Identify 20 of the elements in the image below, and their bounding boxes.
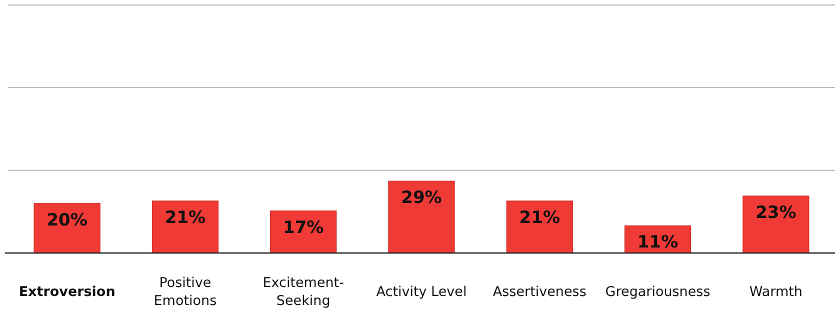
data-label: 17% [283, 218, 324, 238]
x-tick-label: Excitement-Seeking [262, 275, 344, 309]
data-label: 21% [164, 208, 206, 228]
bar [506, 200, 573, 254]
data-label: 29% [401, 188, 442, 208]
x-tick-label: Assertiveness [492, 284, 586, 300]
data-label: 20% [46, 210, 88, 230]
bar [270, 210, 337, 254]
bar [34, 203, 100, 254]
x-tick-label: Positive Emotions [154, 275, 217, 309]
bar [152, 200, 219, 254]
data-label: 21% [519, 208, 560, 228]
bar [742, 196, 810, 254]
bar [388, 180, 455, 254]
x-tick-label: Warmth [749, 284, 802, 300]
x-tick-label: Extroversion [18, 284, 116, 300]
x-tick-label: Gregariousness [605, 284, 710, 300]
data-label: 23% [756, 202, 796, 223]
data-label: 11% [637, 232, 678, 253]
x-tick-label: Activity Level [376, 284, 467, 300]
